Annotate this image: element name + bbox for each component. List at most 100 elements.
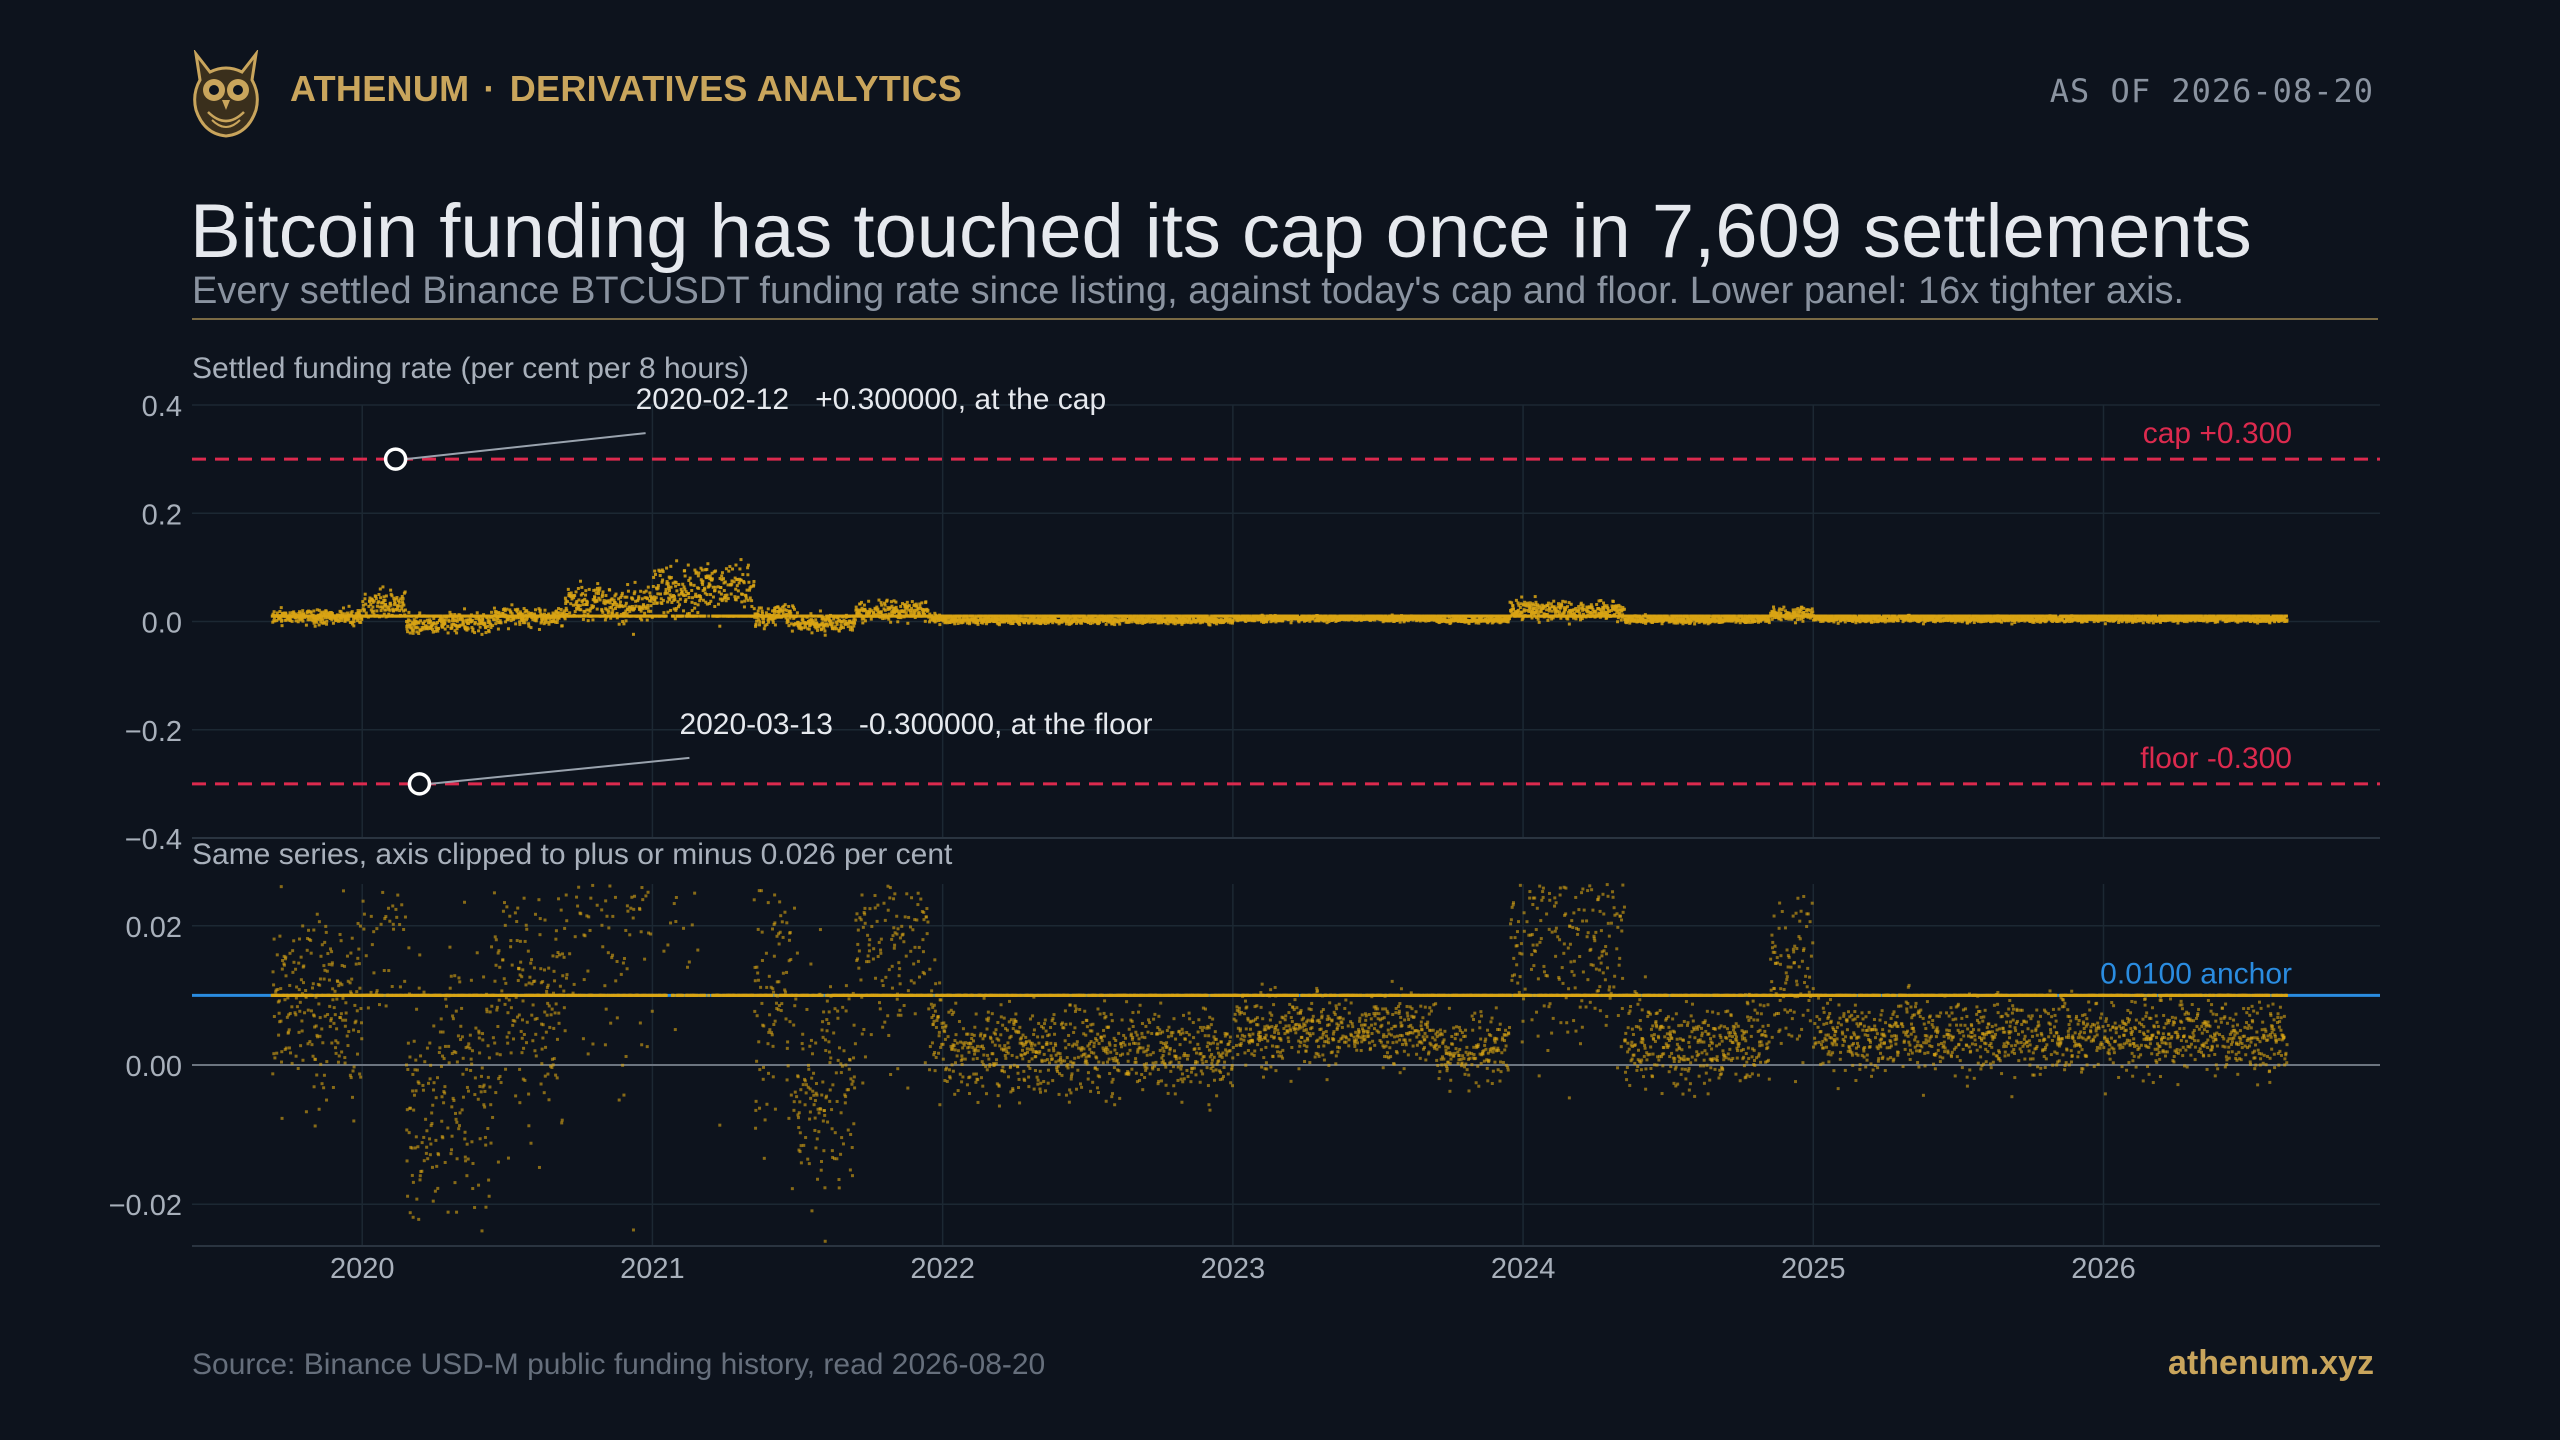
upper-data-point <box>361 600 365 604</box>
upper-data-point <box>453 613 457 617</box>
upper-data-point <box>1015 614 1019 618</box>
upper-data-point <box>904 611 908 615</box>
upper-data-point <box>329 614 333 618</box>
upper-data-point <box>971 614 975 618</box>
upper-data-point <box>1085 617 1089 621</box>
upper-data-point <box>1536 617 1540 621</box>
upper-data-point <box>1154 619 1158 623</box>
upper-data-point <box>1517 608 1521 612</box>
upper-data-point <box>867 599 871 603</box>
upper-data-point <box>762 616 766 620</box>
upper-data-point <box>499 621 503 625</box>
upper-data-point <box>1514 598 1518 602</box>
upper-data-point <box>700 568 704 572</box>
upper-data-point <box>1392 619 1396 623</box>
upper-data-point <box>718 576 722 580</box>
upper-data-point <box>471 627 475 631</box>
upper-data-point <box>437 626 441 630</box>
upper-data-point <box>743 599 747 603</box>
upper-data-point <box>489 626 493 630</box>
upper-data-point <box>1459 618 1463 622</box>
upper-data-point <box>417 632 421 636</box>
upper-data-point <box>1373 618 1377 622</box>
upper-data-point <box>581 617 585 621</box>
upper-data-point <box>1026 614 1030 618</box>
upper-data-point <box>703 614 707 618</box>
upper-data-point <box>792 616 796 620</box>
upper-data-point <box>1097 618 1101 622</box>
upper-data-point <box>711 585 715 589</box>
upper-data-point <box>1274 620 1278 624</box>
upper-data-point <box>447 619 451 623</box>
upper-data-point <box>1581 606 1585 610</box>
upper-data-point <box>629 614 633 618</box>
upper-data-point <box>883 603 887 607</box>
upper-data-point <box>1477 621 1481 625</box>
upper-data-point <box>1537 604 1541 608</box>
upper-data-point <box>372 609 376 613</box>
upper-data-point <box>1443 614 1447 618</box>
upper-data-point <box>674 580 678 584</box>
upper-data-point <box>514 622 518 626</box>
upper-data-point <box>615 604 619 608</box>
upper-data-point <box>562 611 566 615</box>
upper-data-point <box>597 596 601 600</box>
upper-data-point <box>823 629 827 633</box>
upper-data-point <box>1218 614 1222 618</box>
upper-data-point <box>705 576 709 580</box>
upper-data-point <box>853 618 857 622</box>
upper-data-point <box>507 617 511 621</box>
upper-data-point <box>1236 619 1240 623</box>
upper-data-point <box>646 603 650 607</box>
upper-data-point <box>275 611 279 615</box>
upper-data-point <box>408 623 412 627</box>
upper-data-point <box>1169 619 1173 623</box>
upper-data-point <box>484 626 488 630</box>
upper-data-point <box>455 631 459 635</box>
upper-data-point <box>1476 618 1480 622</box>
upper-data-point <box>771 620 775 624</box>
upper-data-point <box>886 607 890 611</box>
upper-data-point <box>612 598 616 602</box>
upper-points <box>270 558 2289 637</box>
upper-data-point <box>411 620 415 624</box>
upper-data-point <box>436 629 440 633</box>
upper-data-point <box>1452 617 1456 621</box>
upper-data-point <box>1064 622 1068 626</box>
upper-data-point <box>508 608 512 612</box>
upper-data-point <box>581 603 585 607</box>
upper-data-point <box>747 588 751 592</box>
upper-data-point <box>716 585 720 589</box>
upper-data-point <box>648 614 652 618</box>
upper-data-point <box>595 607 599 611</box>
upper-data-point <box>1120 616 1124 620</box>
upper-data-point <box>320 621 324 625</box>
upper-data-point <box>428 618 432 622</box>
upper-data-point <box>403 590 407 594</box>
upper-data-point <box>377 592 381 596</box>
upper-data-point <box>701 579 705 583</box>
upper-data-point <box>1208 623 1212 627</box>
upper-data-point <box>617 597 621 601</box>
upper-data-point <box>665 566 669 570</box>
upper-data-point <box>481 618 485 622</box>
upper-data-point <box>1048 619 1052 623</box>
upper-data-point <box>433 629 437 633</box>
upper-data-point <box>524 618 528 622</box>
upper-data-point <box>571 603 575 607</box>
upper-data-point <box>866 614 870 618</box>
upper-data-point <box>473 631 477 635</box>
upper-data-point <box>443 627 447 631</box>
upper-data-point <box>378 587 382 591</box>
upper-data-point <box>741 573 745 577</box>
upper-data-point <box>516 607 520 611</box>
upper-data-point <box>953 619 957 623</box>
upper-data-point <box>387 605 391 609</box>
upper-data-point <box>720 574 724 578</box>
upper-data-point <box>542 612 546 616</box>
upper-data-point <box>697 571 701 575</box>
page-title: Bitcoin funding has touched its cap once… <box>190 189 2252 274</box>
upper-data-point <box>724 599 728 603</box>
upper-data-point <box>696 611 700 615</box>
upper-data-point <box>767 620 771 624</box>
